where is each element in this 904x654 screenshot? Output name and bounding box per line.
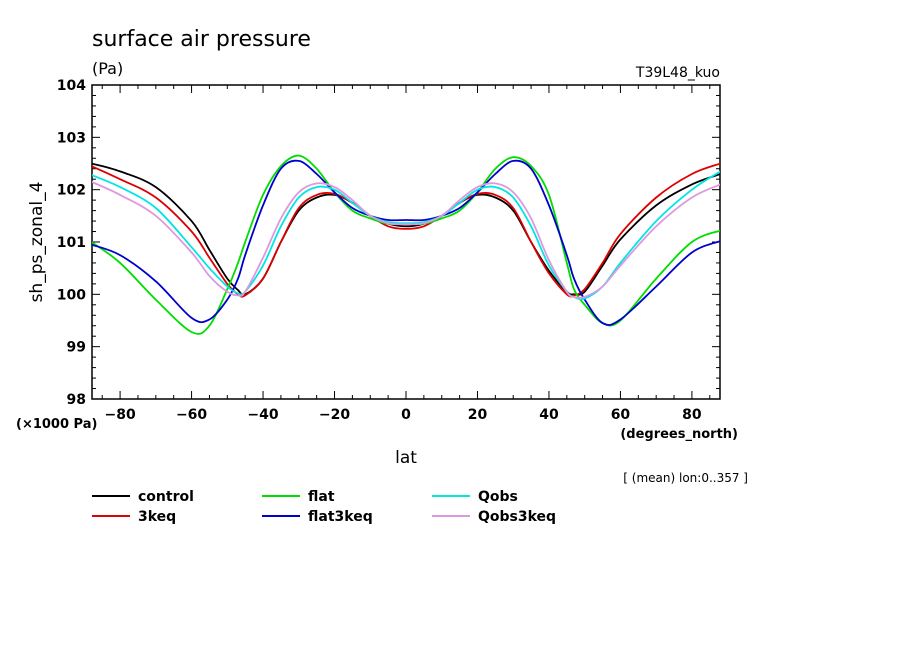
y-tick-label: 99 (67, 340, 86, 356)
x-units-label: (degrees_north) (620, 427, 738, 442)
y-tick-label: 104 (57, 78, 86, 94)
x-tick-label: −20 (319, 407, 350, 423)
series-line-flat3keq (92, 159, 720, 326)
y-tick-label: 101 (57, 235, 86, 251)
legend-label-control: control (138, 489, 194, 505)
x-tick-label: −60 (176, 407, 207, 423)
series-lines (92, 154, 720, 335)
legend-label-flat: flat (308, 489, 335, 505)
series-line-qobs (92, 170, 720, 301)
chart-title: surface air pressure (92, 27, 311, 52)
series-line-qobs3keq (92, 181, 720, 299)
mean-note: [ (mean) lon:0..357 ] (623, 471, 748, 485)
legend-label-qobs: Qobs (478, 489, 518, 505)
x-tick-label: 60 (611, 407, 631, 423)
run-label: T39L48_kuo (635, 65, 720, 81)
y-axis: 98 99 100 101 102 103 104 (57, 78, 720, 408)
y-tick-label: 100 (57, 287, 86, 303)
x-tick-label: −40 (247, 407, 278, 423)
legend-label-flat3keq: flat3keq (308, 509, 373, 525)
y-tick-label: 103 (57, 130, 86, 146)
y-axis-label: sh_ps_zonal_4 (27, 182, 47, 303)
x-axis: −80 −60 −40 −20 0 20 40 60 80 (101, 85, 711, 423)
chart-units: (Pa) (92, 59, 123, 78)
legend: control 3keq flat flat3keq Qobs Qobs3keq (92, 489, 556, 525)
x-tick-label: −80 (104, 407, 135, 423)
series-line-3keq (92, 162, 720, 298)
y-tick-label: 102 (57, 183, 86, 199)
legend-label-3keq: 3keq (138, 509, 176, 525)
x-tick-label: 0 (401, 407, 411, 423)
x-tick-label: 40 (539, 407, 559, 423)
x-tick-label: 80 (682, 407, 702, 423)
x-axis-label: lat (395, 448, 417, 468)
x-tick-label: 20 (468, 407, 488, 423)
legend-label-qobs3keq: Qobs3keq (478, 509, 556, 525)
y-tick-label: 98 (67, 392, 86, 408)
y-scale-note: (×1000 Pa) (16, 417, 97, 432)
